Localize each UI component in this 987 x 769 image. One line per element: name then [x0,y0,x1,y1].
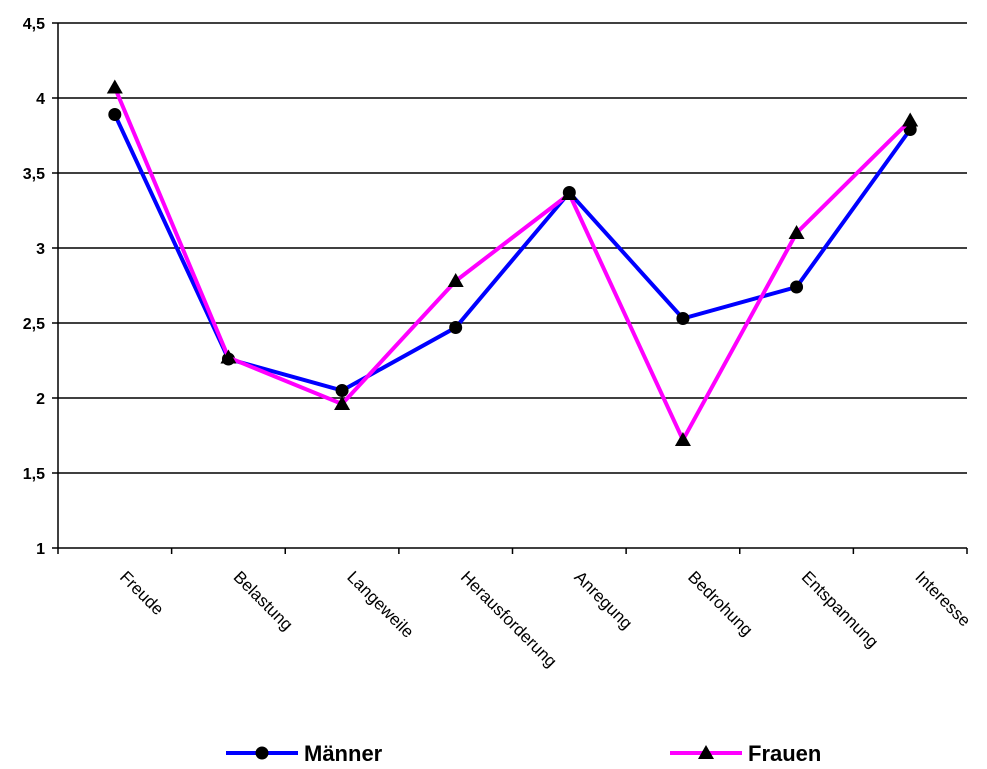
legend-item: Männer [226,741,383,766]
x-tick-labels: Freude Belastung Langeweile Herausforderung… [57,548,974,671]
y-tick-label: 4 [36,91,45,108]
x-tick-label: Freude [116,567,168,619]
legend-label: Frauen [748,741,821,766]
data-point [902,112,919,127]
y-tick-label: 4,5 [23,16,45,33]
data-point [676,312,690,325]
gridlines [58,22,967,474]
y-tick-label: 3,5 [23,166,45,183]
y-tick-label: 1,5 [23,466,45,483]
data-point [106,79,123,94]
data-point [561,186,578,200]
legend-item: Frauen [670,741,821,766]
legend-label: Männer [304,741,383,766]
x-tick-label: Herausforderung [457,567,561,671]
x-tick-label: Interesse [911,567,974,630]
data-point [220,349,237,364]
y-tick-label: 1 [36,541,45,558]
y-tick-label: 2,5 [23,316,45,333]
x-tick-label: Belastung [230,567,297,634]
data-point [674,432,691,446]
data-point [447,273,464,287]
series-line [112,113,912,393]
data-point [449,321,463,334]
y-tick-label: 2 [36,391,45,408]
series-line [112,86,912,445]
data-point [790,280,804,294]
legend: Männer Frauen [226,741,821,766]
x-tick-label: Anregung [570,567,636,633]
x-tick-label: Entspannung [798,567,882,651]
series-1 [106,79,919,446]
data-point [334,396,351,410]
y-tick-labels: 1 1,5 2 2,5 3 3,5 4 4,5 [23,16,58,558]
x-tick-label: Bedrohung [684,567,756,639]
data-point [108,108,122,121]
data-point [788,225,805,239]
legend-marker [255,746,269,760]
series-lines [106,79,919,446]
data-point [335,384,349,397]
y-tick-label: 3 [36,241,45,258]
x-tick-label: Langeweile [343,567,417,641]
legend-marker [698,745,714,759]
